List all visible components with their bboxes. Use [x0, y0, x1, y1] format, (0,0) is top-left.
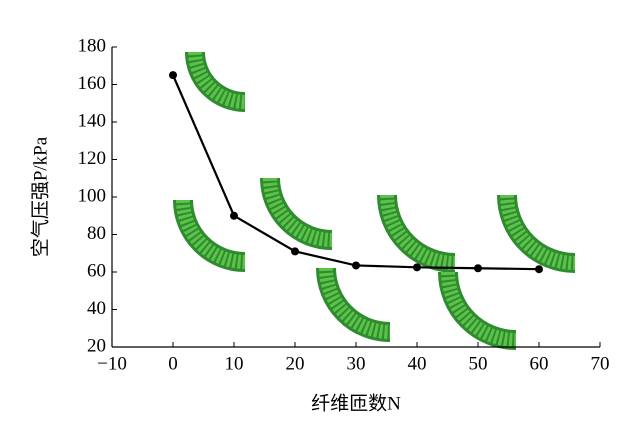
data-point [535, 265, 543, 274]
data-point [474, 264, 482, 273]
x-tick-label: 0 [168, 353, 178, 374]
data-point [291, 247, 299, 256]
y-tick-label: 40 [87, 298, 106, 319]
y-tick-label: 120 [78, 148, 107, 169]
x-axis-label: 纤维匝数N [311, 392, 401, 414]
x-tick-label: 50 [469, 353, 488, 374]
x-tick-label: 20 [286, 353, 305, 374]
x-tick-label: 30 [347, 353, 366, 374]
y-tick-label: 100 [78, 185, 107, 206]
x-tick-label: 40 [408, 353, 427, 374]
y-tick-label: 180 [78, 35, 107, 56]
y-tick-label: 140 [78, 110, 107, 131]
x-tick-label: 10 [225, 353, 244, 374]
x-tick-label: 70 [591, 353, 610, 374]
x-tick-label: −10 [97, 353, 127, 374]
y-tick-label: 160 [78, 73, 107, 94]
y-tick-label: 80 [87, 223, 106, 244]
data-point [169, 71, 177, 80]
x-tick-label: 60 [530, 353, 549, 374]
y-tick-label: 60 [87, 260, 106, 281]
data-point [352, 261, 360, 270]
data-point [413, 263, 421, 272]
y-axis-label: 空气压强P/kPa [29, 136, 51, 257]
data-point [230, 211, 238, 220]
illustrations [173, 51, 576, 350]
y-tick-label: 20 [87, 335, 106, 356]
